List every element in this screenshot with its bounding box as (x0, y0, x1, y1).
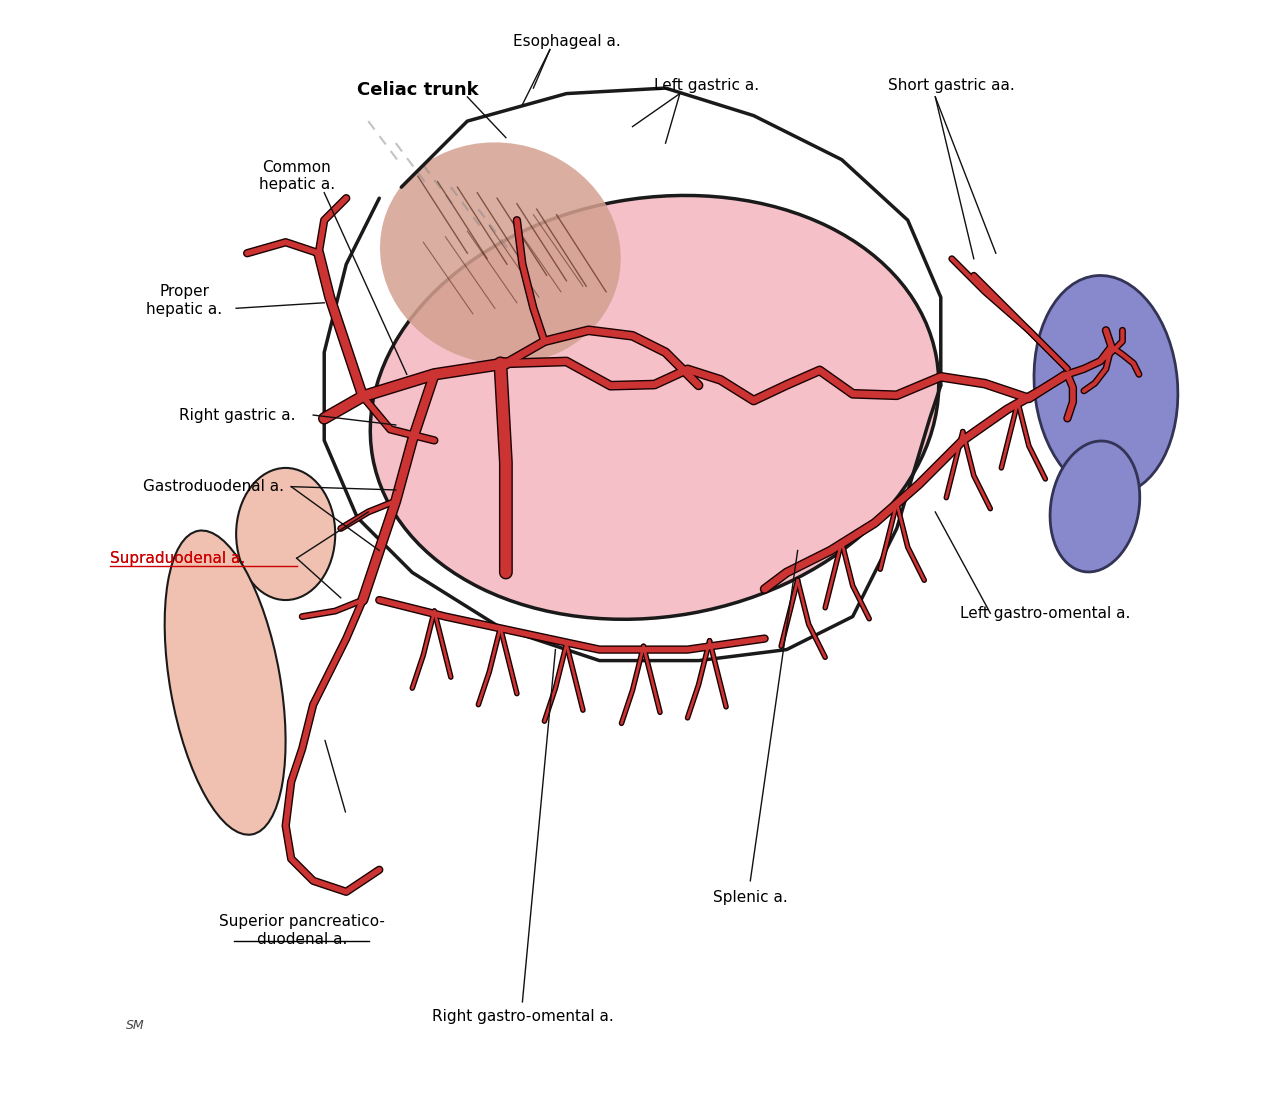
Text: SM: SM (126, 1020, 144, 1033)
Text: Proper
hepatic a.: Proper hepatic a. (147, 284, 223, 317)
Ellipse shape (371, 196, 939, 619)
Ellipse shape (1050, 442, 1140, 571)
Text: Supraduodenal a.: Supraduodenal a. (110, 550, 244, 566)
Ellipse shape (380, 142, 621, 364)
Text: Superior pancreatico-
duodenal a.: Superior pancreatico- duodenal a. (219, 914, 385, 947)
Ellipse shape (1034, 275, 1178, 495)
Text: Common
hepatic a.: Common hepatic a. (258, 160, 335, 193)
Text: Esophageal a.: Esophageal a. (512, 34, 620, 50)
Text: Short gastric aa.: Short gastric aa. (888, 78, 1016, 94)
Text: Right gastric a.: Right gastric a. (178, 407, 296, 423)
Text: Right gastro-omental a.: Right gastro-omental a. (431, 1009, 614, 1024)
Text: Supraduodenal a.: Supraduodenal a. (110, 550, 244, 566)
Text: Celiac trunk: Celiac trunk (357, 81, 478, 99)
Ellipse shape (164, 531, 286, 835)
Text: Left gastro-omental a.: Left gastro-omental a. (960, 606, 1131, 621)
Text: Splenic a.: Splenic a. (713, 890, 788, 905)
Text: Left gastric a.: Left gastric a. (654, 78, 759, 94)
Text: Gastroduodenal a.: Gastroduodenal a. (143, 479, 283, 494)
Ellipse shape (237, 468, 335, 600)
